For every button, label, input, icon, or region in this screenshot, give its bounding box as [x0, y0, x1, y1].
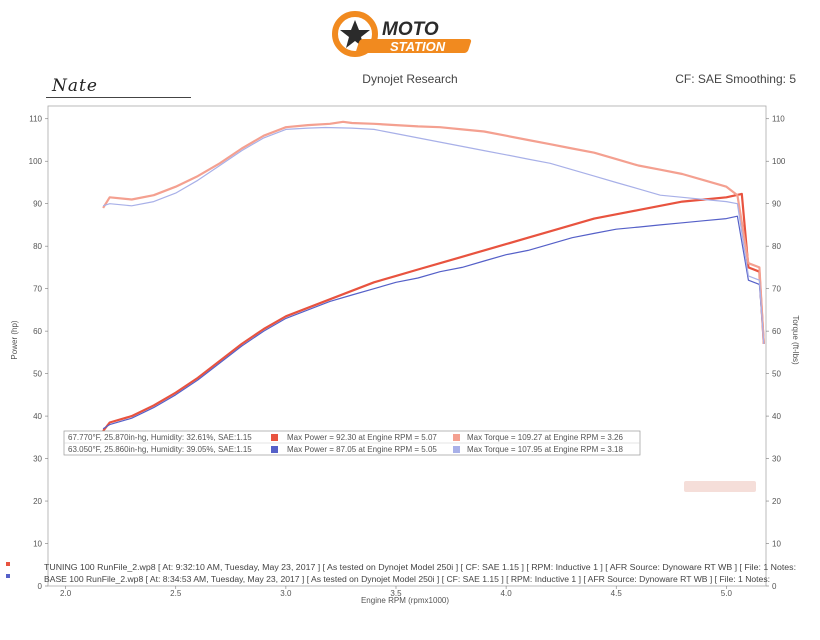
y-tick-label: 80 [33, 242, 42, 251]
y-tick-label: 40 [33, 412, 42, 421]
legend-max-power: Max Power = 87.05 at Engine RPM = 5.05 [287, 445, 437, 454]
legend-swatch-torque [453, 434, 460, 441]
run-2-info: BASE 100 RunFile_2.wp8 [ At: 8:34:53 AM,… [44, 575, 770, 584]
legend-max-power: Max Power = 92.30 at Engine RPM = 5.07 [287, 433, 437, 442]
run-1-marker [6, 562, 10, 566]
x-tick-label: 2.5 [170, 589, 182, 598]
y-tick-label: 110 [29, 115, 42, 124]
series-line-3 [102, 120, 765, 344]
handwritten-signature: Nate [52, 76, 98, 96]
logo-text-top: MOTO [382, 19, 439, 40]
logo-swoosh [356, 39, 472, 53]
x-tick-label: 4.0 [501, 589, 513, 598]
series-lines [102, 120, 765, 432]
y-tick-label: 70 [33, 285, 42, 294]
series-line-1 [102, 192, 765, 432]
y2-tick-label: 90 [772, 200, 781, 209]
logo-ring [332, 11, 378, 57]
y2-tick-label: 100 [772, 157, 786, 166]
y-axis-label-right: Torque (ft-lbs) [791, 315, 800, 365]
series-line-4 [102, 126, 765, 344]
x-axis: 2.0 2.5 3.0 3.5 4.0 4.5 5.0 [60, 586, 732, 598]
y-tick-label: 20 [33, 497, 42, 506]
x-tick-label: 2.0 [60, 589, 72, 598]
run-info: TUNING 100 RunFile_2.wp8 [ At: 9:32:10 A… [6, 562, 796, 584]
y2-tick-label: 70 [772, 285, 781, 294]
y-axis-label-left: Power (hp) [10, 320, 19, 359]
legend-box: 67.770°F, 25.870in-hg, Humidity: 32.61%,… [63, 430, 641, 456]
y-tick-label: 50 [33, 370, 42, 379]
legend-conditions: 67.770°F, 25.870in-hg, Humidity: 32.61%,… [68, 433, 252, 442]
y2-tick-label: 80 [772, 242, 781, 251]
x-tick-label: 4.5 [611, 589, 623, 598]
y-tick-label: 30 [33, 455, 42, 464]
run-1-info: TUNING 100 RunFile_2.wp8 [ At: 9:32:10 A… [44, 563, 796, 572]
y-axis-right: 0 10 20 30 40 50 60 70 80 90 100 110 [766, 115, 786, 591]
y-tick-label: 90 [33, 200, 42, 209]
y2-tick-label: 40 [772, 412, 781, 421]
legend-swatch-power [271, 446, 278, 453]
y-tick-label: 10 [33, 540, 42, 549]
y2-tick-label: 50 [772, 370, 781, 379]
y2-tick-label: 30 [772, 455, 781, 464]
y2-tick-label: 20 [772, 497, 781, 506]
plot-frame [47, 105, 767, 587]
legend-row-2: 63.050°F, 25.860in-hg, Humidity: 39.05%,… [68, 445, 624, 454]
x-axis-label: Engine RPM (rpmx1000) [361, 596, 449, 605]
y2-tick-label: 0 [772, 582, 777, 591]
y2-tick-label: 10 [772, 540, 781, 549]
series-line-2 [102, 215, 765, 430]
moto-station-logo: MOTO STATION [330, 8, 490, 60]
signature-underline [46, 97, 191, 98]
x-tick-label: 3.5 [390, 589, 402, 598]
x-tick-label: 3.0 [280, 589, 292, 598]
legend-conditions: 63.050°F, 25.860in-hg, Humidity: 39.05%,… [68, 445, 252, 454]
y-tick-label: 100 [29, 157, 43, 166]
logo-star [340, 20, 370, 48]
logo-text-bottom: STATION [390, 39, 446, 54]
x-tick-label: 5.0 [721, 589, 733, 598]
y-axis-left: 0 10 20 30 40 50 60 70 80 90 100 110 [29, 115, 48, 591]
y2-tick-label: 110 [772, 115, 785, 124]
cf-smoothing-label: CF: SAE Smoothing: 5 [675, 72, 796, 86]
y-tick-label: 0 [38, 582, 43, 591]
dynojet-watermark [684, 481, 756, 492]
legend-max-torque: Max Torque = 107.95 at Engine RPM = 3.18 [467, 445, 624, 454]
y-tick-label: 60 [33, 327, 42, 336]
y2-tick-label: 60 [772, 327, 781, 336]
legend-swatch-power [271, 434, 278, 441]
legend-row-1: 67.770°F, 25.870in-hg, Humidity: 32.61%,… [68, 433, 624, 442]
legend-max-torque: Max Torque = 109.27 at Engine RPM = 3.26 [467, 433, 624, 442]
legend-swatch-torque [453, 446, 460, 453]
run-2-marker [6, 574, 10, 578]
source-title: Dynojet Research [362, 72, 458, 86]
